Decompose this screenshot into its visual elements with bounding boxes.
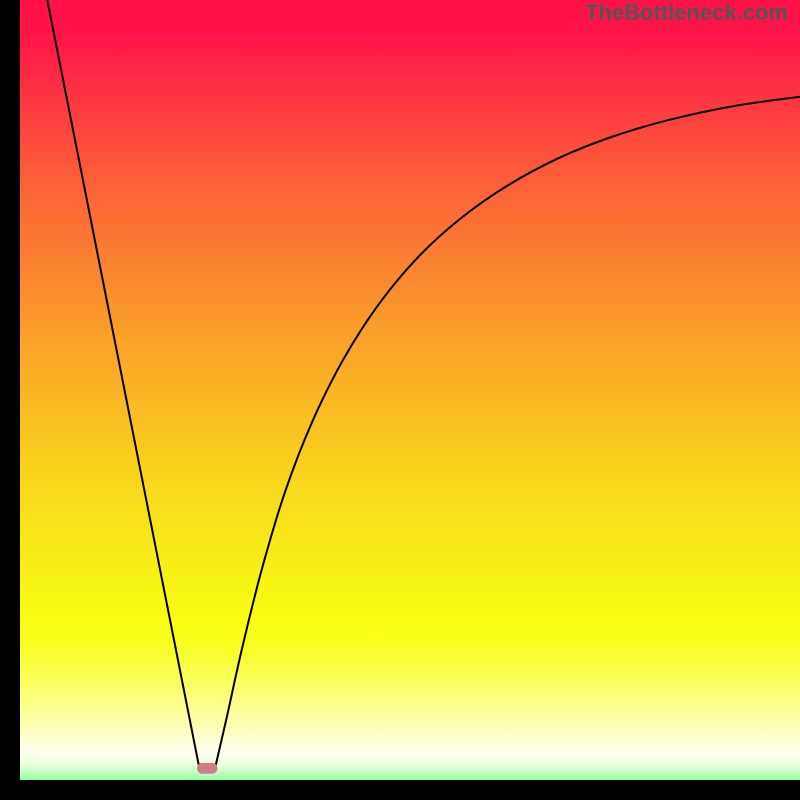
watermark-text: TheBottleneck.com (585, 0, 788, 26)
x-axis-bar (0, 780, 800, 800)
chart-container: TheBottleneck.com (0, 0, 800, 800)
vertex-marker (197, 763, 217, 774)
bottleneck-curve (47, 0, 800, 768)
chart-svg (0, 0, 800, 800)
y-axis-bar (0, 0, 20, 800)
